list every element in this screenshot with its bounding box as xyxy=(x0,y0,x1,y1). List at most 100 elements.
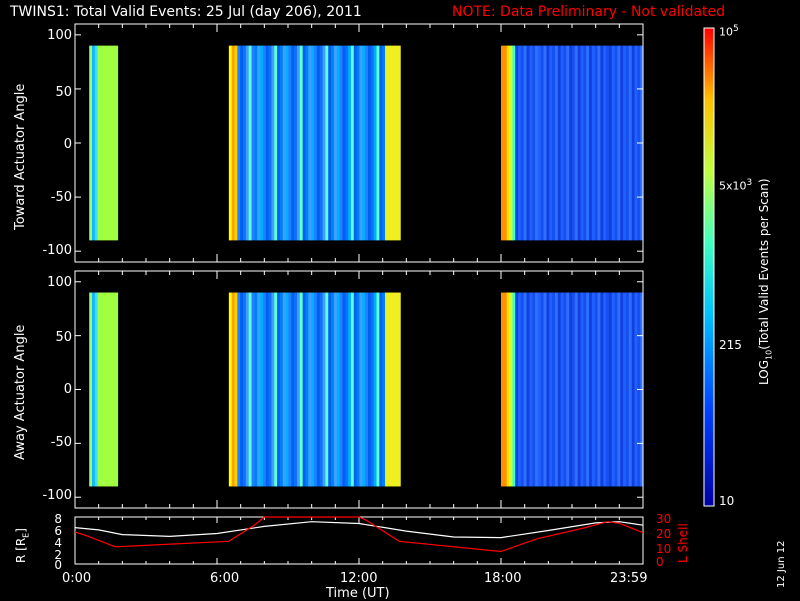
heatmap-cell xyxy=(251,45,255,241)
heatmap-cell xyxy=(345,292,349,487)
heatmap-cell xyxy=(608,45,613,241)
heatmap-cell xyxy=(393,292,397,487)
heatmap-cell xyxy=(617,292,621,487)
heatmap-cell xyxy=(523,45,528,241)
heatmap-cell xyxy=(574,292,579,487)
heatmap-cell xyxy=(577,45,582,241)
heatmap-cell xyxy=(251,292,255,487)
heatmap-cell xyxy=(385,292,389,487)
heatmap-cell xyxy=(512,45,516,241)
colorbar xyxy=(703,27,715,507)
heatmap-cell xyxy=(611,292,616,487)
panel3-ytick-right: 10 xyxy=(656,542,672,556)
heatmap-cell xyxy=(89,45,93,241)
heatmap-cell xyxy=(634,45,638,241)
heatmap-cell xyxy=(367,292,372,487)
heatmap-cell xyxy=(350,45,355,241)
colorbar-tick-mid: 5x103 xyxy=(719,178,753,193)
heatmap-cell xyxy=(634,292,638,487)
heatmap-cell xyxy=(540,45,545,241)
heatmap-cell xyxy=(373,45,378,241)
panel3-ytick-left: 8 xyxy=(54,512,62,526)
heatmap-cell xyxy=(262,292,267,487)
heatmap-cell xyxy=(554,45,559,241)
heatmap-cell xyxy=(387,292,392,487)
heatmap-cell xyxy=(271,45,275,241)
heatmap-cell xyxy=(305,45,309,241)
heatmap-cell xyxy=(569,45,573,241)
xtick: 0:00 xyxy=(62,571,92,586)
heatmap-cell xyxy=(328,45,332,241)
heatmap-cell xyxy=(274,292,278,487)
panel3-ytick-left: 2 xyxy=(54,548,62,562)
panel2-ytick: -100 xyxy=(42,488,72,503)
panel2-ytick: 0 xyxy=(63,382,72,397)
heatmap-cell xyxy=(606,292,610,487)
heatmap-cell xyxy=(537,292,542,487)
heatmap-cell xyxy=(376,292,380,487)
heatmap-panel-away xyxy=(74,270,644,509)
heatmap-cell xyxy=(532,45,536,241)
heatmap-cell xyxy=(591,45,596,241)
heatmap-cell xyxy=(396,292,400,487)
heatmap-cell xyxy=(503,292,508,487)
heatmap-cell xyxy=(328,292,332,487)
heatmap-cell xyxy=(577,292,582,487)
heatmap-cell xyxy=(503,45,508,241)
heatmap-cell xyxy=(294,292,298,487)
heatmap-cell xyxy=(591,292,596,487)
heatmap-cell xyxy=(302,292,307,487)
heatmap-cell xyxy=(382,292,386,487)
heatmap-cell xyxy=(302,45,307,241)
heatmap-cell xyxy=(114,292,119,487)
heatmap-cell xyxy=(277,45,281,241)
heatmap-cell xyxy=(620,45,624,241)
series-line-r xyxy=(74,521,644,539)
heatmap-cell xyxy=(350,292,355,487)
heatmap-cell xyxy=(331,292,335,487)
heatmap-cell xyxy=(288,292,292,487)
heatmap-cell xyxy=(231,292,236,487)
heatmap-cell xyxy=(336,292,341,487)
heatmap-cell xyxy=(549,45,553,241)
heatmap-cell xyxy=(365,292,369,487)
heatmap-cell xyxy=(94,292,99,487)
heatmap-cell xyxy=(288,45,292,241)
panel3-ytick-left: 6 xyxy=(54,524,62,538)
heatmap-cell xyxy=(336,45,341,241)
heatmap-cell xyxy=(623,45,627,241)
heatmap-cell xyxy=(348,292,352,487)
heatmap-cell xyxy=(608,292,613,487)
heatmap-cell xyxy=(535,292,539,487)
heatmap-cell xyxy=(325,292,329,487)
heatmap-cell xyxy=(370,292,375,487)
heatmap-cell xyxy=(316,292,321,487)
panel3-ytick-right: 30 xyxy=(656,512,672,526)
heatmap-cell xyxy=(512,292,516,487)
heatmap-cell xyxy=(589,292,593,487)
heatmap-cell xyxy=(353,45,358,241)
heatmap-cell xyxy=(92,292,96,487)
heatmap-cell xyxy=(248,292,253,487)
heatmap-cell xyxy=(109,292,113,487)
heatmap-cell xyxy=(333,292,338,487)
heatmap-cell xyxy=(546,45,550,241)
heatmap-cell xyxy=(594,292,599,487)
x-axis-label: Time (UT) xyxy=(326,586,390,601)
heatmap-cell xyxy=(89,292,93,487)
heatmap-cell xyxy=(339,45,343,241)
heatmap-cell xyxy=(566,292,570,487)
heatmap-cell xyxy=(583,292,587,487)
panel1-ytick: 100 xyxy=(47,28,72,43)
heatmap-cell xyxy=(237,292,241,487)
heatmap-cell xyxy=(557,292,562,487)
heatmap-cell xyxy=(370,45,375,241)
heatmap-cell xyxy=(540,292,545,487)
panel1-ytick: 0 xyxy=(63,137,72,152)
heatmap-cell xyxy=(243,45,247,241)
heatmap-cell xyxy=(625,45,630,241)
heatmap-cell xyxy=(228,292,233,487)
heatmap-cell xyxy=(385,45,389,241)
heatmap-cell xyxy=(97,292,102,487)
heatmap-cell xyxy=(342,45,346,241)
